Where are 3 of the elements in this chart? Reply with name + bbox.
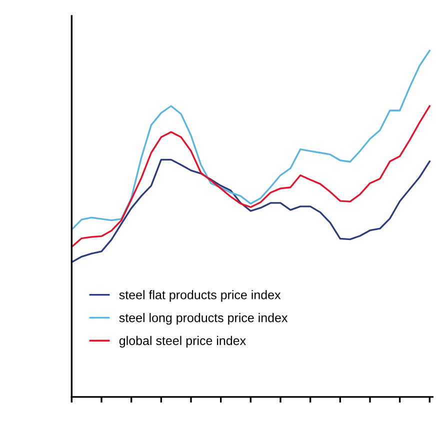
legend-label: global steel price index [119,336,246,348]
legend-label: steel long products price index [119,313,288,325]
legend-label: steel flat products price index [119,290,281,302]
